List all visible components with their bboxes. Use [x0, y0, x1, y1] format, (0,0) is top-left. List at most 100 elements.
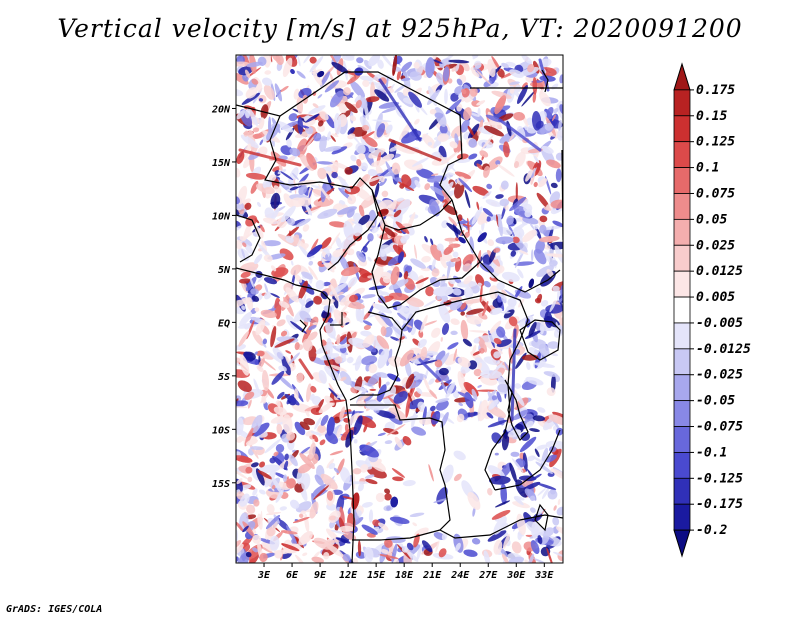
field-cell: [297, 463, 312, 474]
field-cell: [552, 285, 560, 292]
field-cell: [318, 369, 327, 384]
field-cell: [377, 199, 393, 211]
field-cell: [526, 361, 531, 371]
field-cell: [543, 371, 558, 377]
field-cell: [361, 502, 373, 508]
field-cell: [453, 275, 462, 284]
field-cell: [298, 87, 312, 99]
field-cell: [259, 552, 268, 562]
colorbar-segment: [673, 503, 691, 531]
field-cell: [537, 507, 545, 516]
field-cell: [528, 278, 535, 289]
field-cell: [409, 512, 425, 517]
field-cell: [371, 335, 385, 351]
field-cell: [325, 254, 329, 260]
field-cell: [530, 507, 536, 513]
field-cell: [537, 488, 546, 496]
colorbar-segment: [673, 89, 691, 117]
field-cell: [374, 182, 380, 198]
field-cell: [330, 163, 339, 172]
field-cell: [362, 245, 368, 253]
colorbar-segment: [673, 270, 691, 298]
field-cell: [487, 156, 503, 171]
field-cell: [308, 189, 313, 199]
field-cell: [286, 525, 297, 544]
field-cell: [546, 106, 554, 117]
field-cell: [477, 214, 488, 225]
field-cell: [353, 386, 367, 392]
field-cell: [236, 417, 244, 436]
field-cell: [429, 108, 437, 115]
field-cell: [392, 55, 398, 76]
field-cell: [326, 131, 331, 142]
field-cell: [393, 209, 402, 218]
field-cell: [323, 305, 333, 313]
field-cell: [358, 153, 366, 161]
field-cell: [422, 320, 438, 327]
field-cell: [277, 519, 290, 531]
field-cell: [259, 139, 264, 146]
field-cell: [309, 501, 319, 519]
field-cell: [335, 236, 342, 249]
field-cell: [351, 221, 363, 227]
field-cell: [431, 173, 439, 176]
field-cell: [508, 133, 515, 142]
field-cell: [288, 454, 298, 467]
field-cell: [276, 423, 283, 435]
field-cell: [485, 114, 502, 123]
field-cell: [414, 118, 420, 125]
field-cell: [317, 70, 325, 78]
field-cell: [487, 465, 505, 479]
field-cell: [239, 311, 253, 327]
field-cell: [422, 133, 436, 149]
field-cell: [344, 424, 349, 432]
field-cell: [377, 289, 385, 296]
field-cell: [445, 99, 462, 115]
field-cell: [452, 288, 462, 296]
field-cell: [296, 96, 304, 115]
colorbar-segment: [673, 477, 691, 505]
field-cell: [479, 150, 489, 158]
field-cell: [253, 499, 260, 507]
field-cell: [468, 360, 478, 370]
field-cell: [249, 277, 255, 289]
field-cell: [241, 92, 260, 105]
field-cell: [291, 218, 306, 226]
field-cell: [489, 320, 502, 334]
field-cell: [496, 282, 505, 291]
field-cell: [454, 133, 459, 145]
colorbar-segment: [673, 400, 691, 427]
field-cell: [546, 253, 563, 258]
field-cell: [553, 107, 559, 114]
field-cell: [416, 387, 423, 395]
field-cell: [531, 473, 542, 481]
field-cell: [416, 543, 423, 561]
field-cell: [313, 132, 322, 142]
field-cell: [236, 478, 243, 485]
field-cell: [294, 342, 300, 351]
field-cell: [251, 462, 259, 468]
field-cell: [309, 56, 324, 73]
field-cell: [468, 153, 478, 160]
field-cell: [470, 284, 480, 294]
field-cell: [292, 516, 310, 524]
field-cell: [369, 388, 377, 391]
field-cell: [296, 372, 304, 383]
field-cell: [483, 80, 492, 88]
field-cell: [357, 540, 362, 557]
field-cell: [378, 376, 382, 389]
lon-tick-label: 27E: [478, 570, 498, 581]
field-cell: [531, 111, 542, 131]
field-cell: [495, 236, 514, 244]
field-cell: [469, 87, 478, 97]
colorbar-segment: [673, 244, 691, 272]
field-cell: [347, 248, 355, 256]
field-cell: [493, 255, 501, 260]
field-cell: [441, 295, 449, 302]
field-cell: [299, 310, 312, 323]
field-cell: [384, 440, 393, 445]
field-cell: [352, 223, 363, 237]
field-cell: [284, 453, 289, 461]
field-cell: [416, 359, 438, 366]
